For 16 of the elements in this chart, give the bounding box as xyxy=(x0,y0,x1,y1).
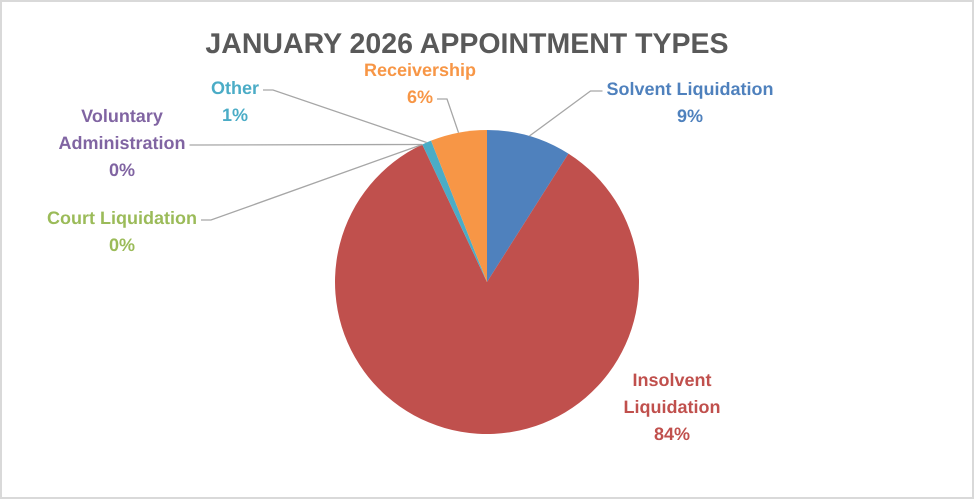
slice-label: Solvent Liquidation xyxy=(606,79,774,99)
pie-slice xyxy=(422,140,487,282)
slice-label: Receivership xyxy=(364,60,476,80)
text: 0% xyxy=(108,235,136,255)
pie-slice xyxy=(431,130,487,282)
category-label: Court Liquidation xyxy=(47,208,197,228)
data-label: 9% xyxy=(676,106,704,126)
slice-label: Other xyxy=(210,78,260,98)
category-label: Voluntary Administration xyxy=(58,106,186,153)
data-label: 6% xyxy=(406,87,434,107)
data-label: 84% xyxy=(654,424,690,444)
text: 0% xyxy=(108,160,136,180)
pie-slice xyxy=(487,130,568,282)
chart-title: JANUARY 2026 APPOINTMENT TYPES xyxy=(205,28,729,60)
slice-label: Insolvent Liquidation xyxy=(624,370,720,417)
data-label: 1% xyxy=(222,105,248,125)
